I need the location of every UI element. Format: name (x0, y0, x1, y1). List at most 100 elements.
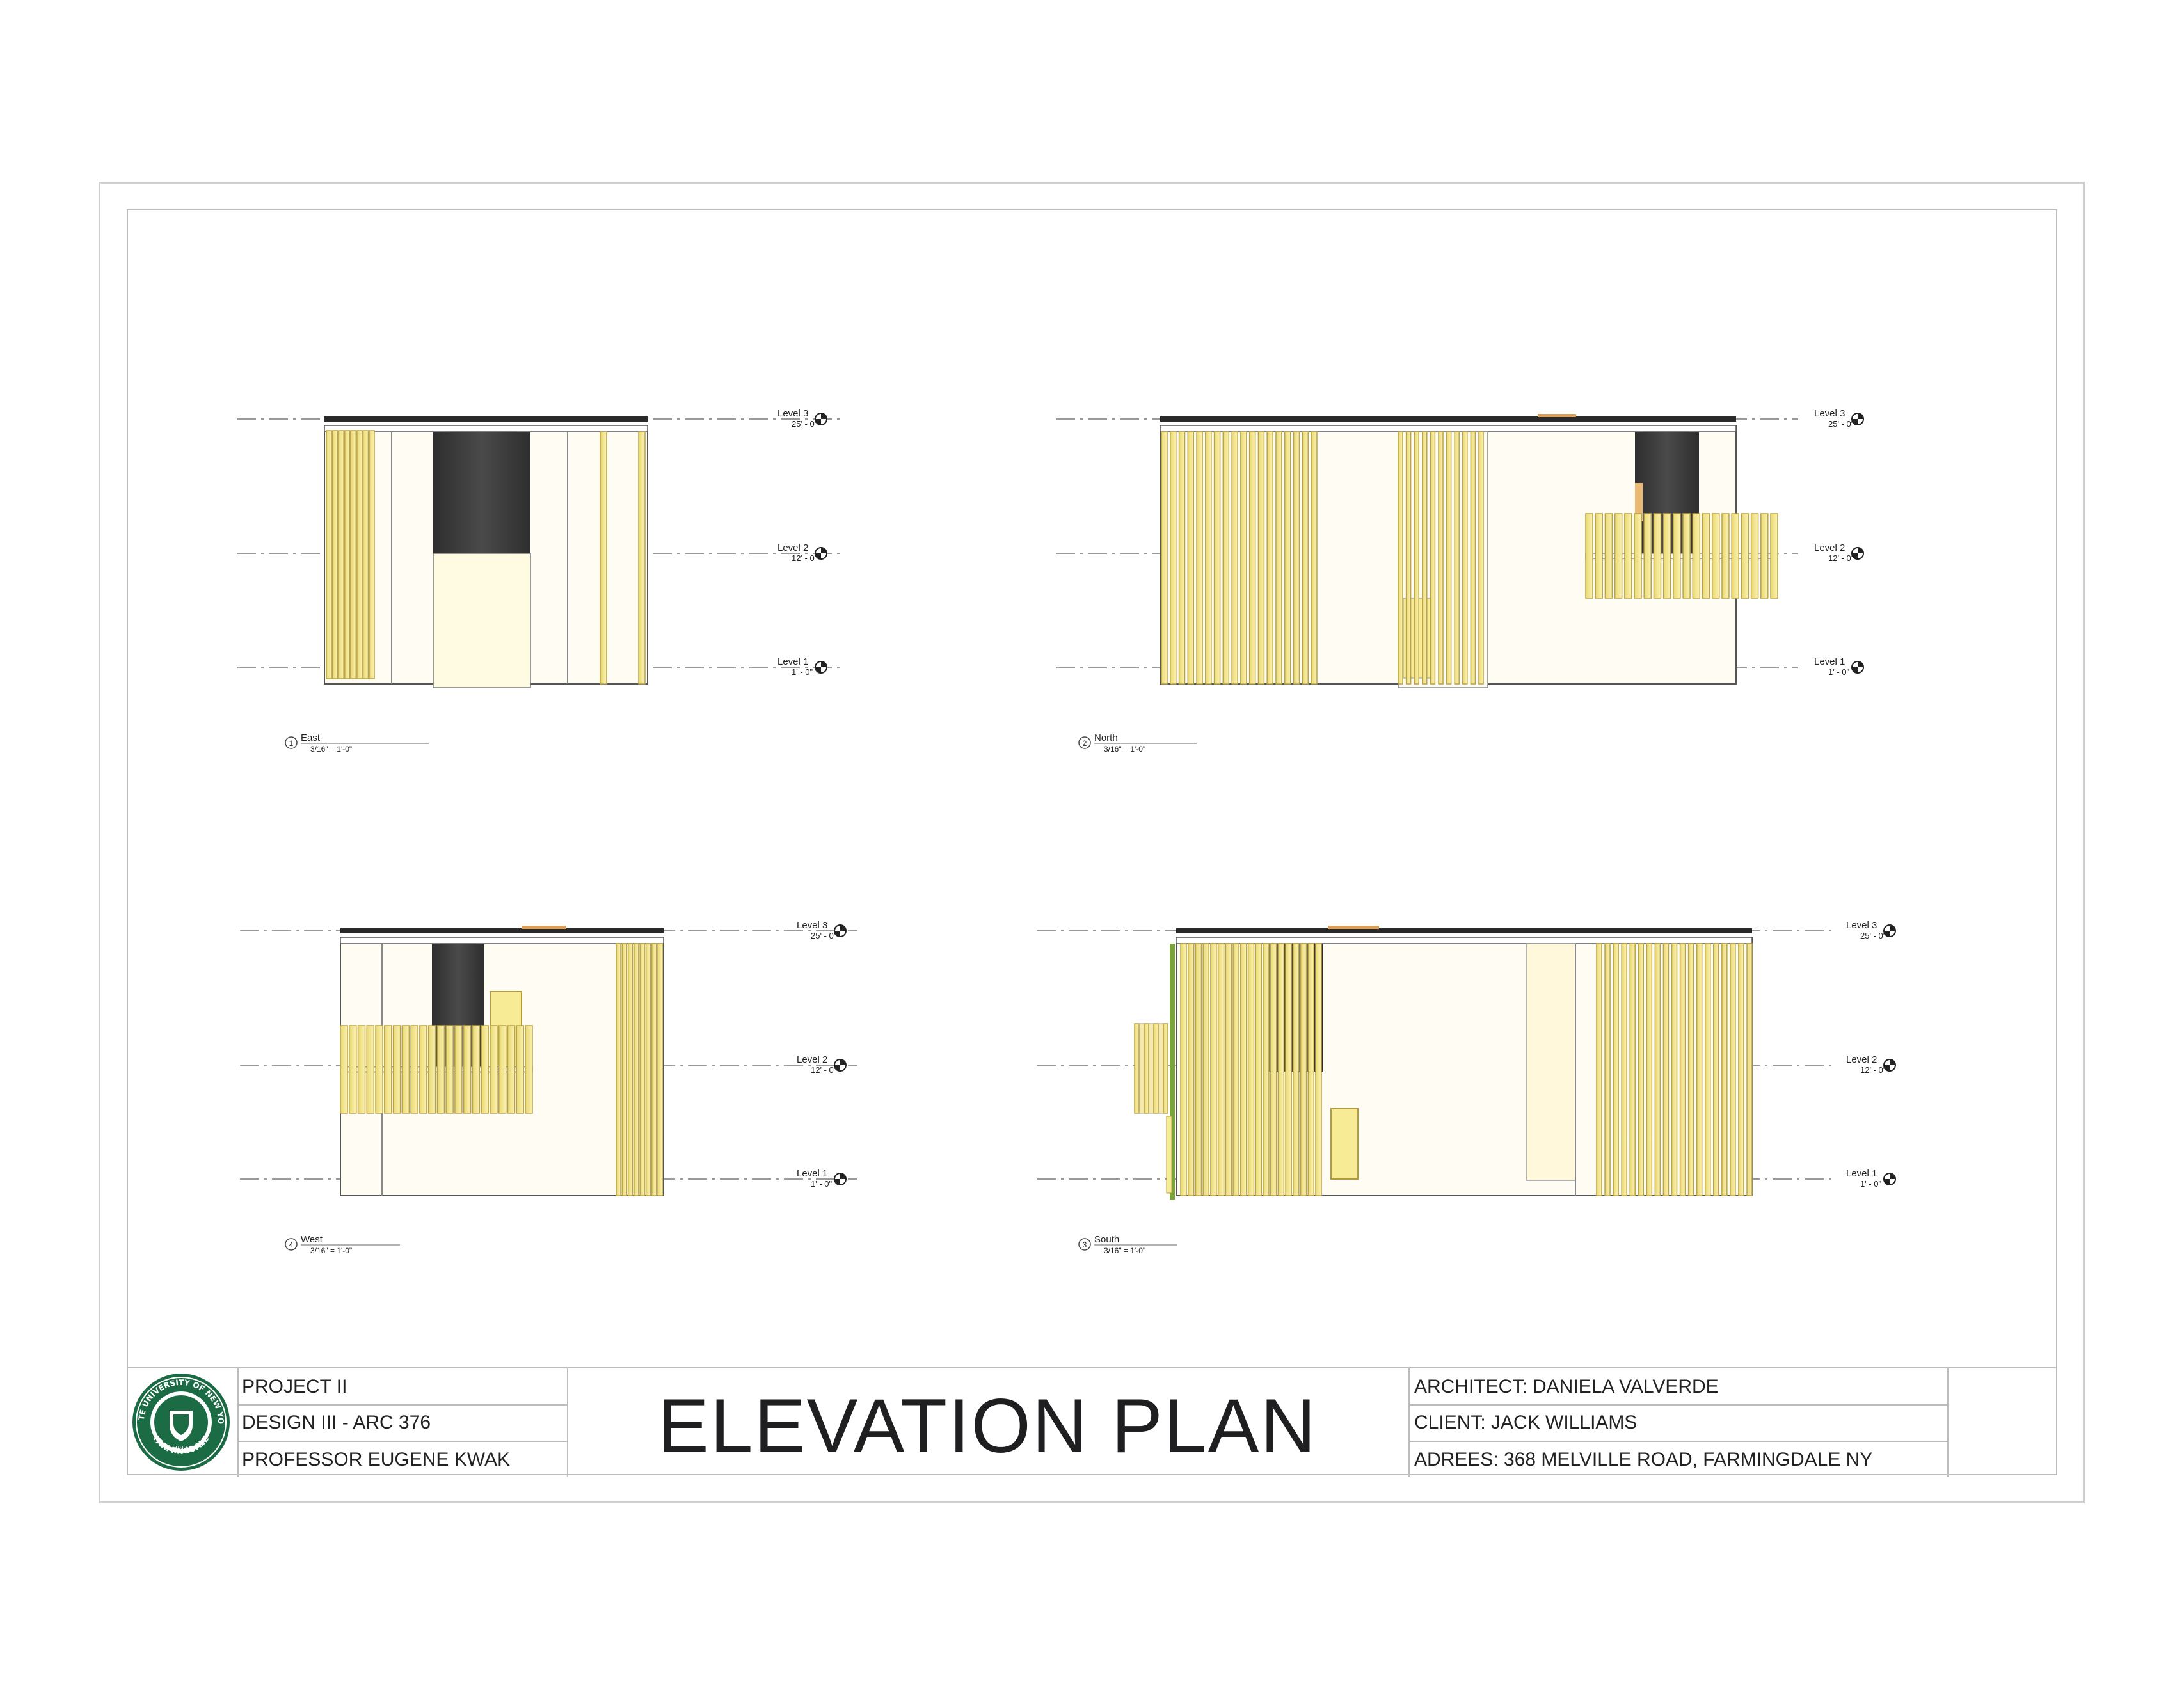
level-name-1: Level 1 (797, 1168, 827, 1179)
roof (340, 928, 664, 933)
view-scale: 3/16" = 1'-0" (1104, 745, 1145, 754)
slat (1696, 943, 1703, 1196)
slat (344, 430, 351, 679)
slat (419, 1025, 427, 1114)
slat (1595, 513, 1603, 599)
door-panel (1330, 1108, 1359, 1180)
level-name-1: Level 1 (777, 656, 808, 667)
slat (1614, 513, 1623, 599)
elevation-south: Level 325' - 0" Level 212' - 0" Level 11' … (1037, 920, 1896, 1255)
slat (651, 943, 657, 1196)
slat (1196, 431, 1203, 685)
slat (1307, 943, 1315, 1196)
logo-year: 1912 (175, 1445, 187, 1451)
slat (1654, 943, 1661, 1196)
slat (1585, 513, 1593, 599)
slat (1302, 431, 1309, 685)
planting-strip (1170, 944, 1175, 1200)
view-number-bubble (285, 1238, 298, 1251)
course-name: DESIGN III - ARC 376 (242, 1412, 431, 1433)
slat (1202, 943, 1209, 1196)
slat (445, 1025, 454, 1114)
level-name-3: Level 3 (797, 920, 827, 931)
slat (369, 430, 375, 679)
slat (1187, 943, 1195, 1196)
slat (657, 943, 663, 1196)
sheet-outer-border (99, 182, 2085, 1503)
slat (1462, 431, 1468, 685)
slat (1750, 513, 1759, 599)
slat (1687, 943, 1694, 1196)
slat (1315, 943, 1322, 1196)
slat (1760, 513, 1769, 599)
slat (1275, 431, 1282, 685)
slat (1653, 513, 1662, 599)
slat (1713, 943, 1719, 1196)
level-elevation-1: 1' - 0" (792, 667, 813, 677)
level-elevation-2: 12' - 0" (1828, 553, 1854, 563)
slat (375, 1025, 383, 1114)
slat (1284, 431, 1291, 685)
level-elevation-3: 25' - 0" (792, 419, 818, 429)
door-panel (433, 553, 531, 688)
slat (1144, 1023, 1149, 1114)
client-name: CLIENT: JACK WILLIAMS (1414, 1412, 1638, 1433)
level-elevation-3: 25' - 0" (1860, 931, 1886, 940)
slat (1746, 943, 1753, 1196)
level-name-2: Level 2 (1814, 543, 1845, 553)
slat (1213, 431, 1221, 685)
slat (427, 1025, 436, 1114)
slat (1662, 513, 1671, 599)
slat (366, 1025, 375, 1114)
slat (331, 430, 339, 679)
slat (1613, 943, 1619, 1196)
slat (1398, 431, 1403, 685)
slat (1646, 943, 1653, 1196)
slat (481, 1025, 489, 1114)
elevation-east: Level 325' - 0" Level 212' - 0" Level 11' … (237, 408, 845, 754)
slat (1414, 431, 1419, 685)
view-number-bubble (1078, 1238, 1091, 1251)
view-number: 4 (289, 1240, 294, 1249)
slat (525, 1025, 533, 1114)
slat (1673, 513, 1681, 599)
slat (1170, 431, 1177, 685)
slat (639, 943, 645, 1196)
slat (1770, 513, 1778, 599)
slat (1704, 943, 1711, 1196)
level-name-2: Level 2 (797, 1054, 827, 1065)
slat (1311, 431, 1318, 685)
level-name-1: Level 1 (1846, 1168, 1877, 1179)
project-name: PROJECT II (242, 1376, 347, 1397)
slat (1153, 1023, 1159, 1114)
slat (1692, 513, 1701, 599)
slat (1682, 513, 1691, 599)
level-elevation-1: 1' - 0" (811, 1179, 832, 1189)
slat (498, 1025, 507, 1114)
sheet-inner-border (127, 209, 2057, 1475)
slat (362, 430, 369, 679)
slat (490, 1025, 498, 1114)
slat (1205, 431, 1212, 685)
slat (1270, 943, 1277, 1196)
slat (1255, 943, 1262, 1196)
slat (1257, 431, 1265, 685)
slat (1738, 943, 1744, 1196)
sheet-title: ELEVATION PLAN (657, 1383, 1318, 1469)
slat (1422, 431, 1428, 685)
slat (356, 430, 363, 679)
slat (1225, 943, 1232, 1196)
slat (454, 1025, 463, 1114)
view-name: West (301, 1234, 323, 1245)
view-number-bubble (285, 736, 298, 749)
slat (1293, 431, 1300, 685)
slat (392, 1025, 401, 1114)
slat (1161, 431, 1168, 685)
slat (463, 1025, 472, 1114)
slat (507, 1025, 516, 1114)
slat (1240, 431, 1247, 685)
slat (627, 943, 634, 1196)
slat (350, 430, 357, 679)
slat (1405, 431, 1412, 685)
level-name-1: Level 1 (1814, 656, 1845, 667)
